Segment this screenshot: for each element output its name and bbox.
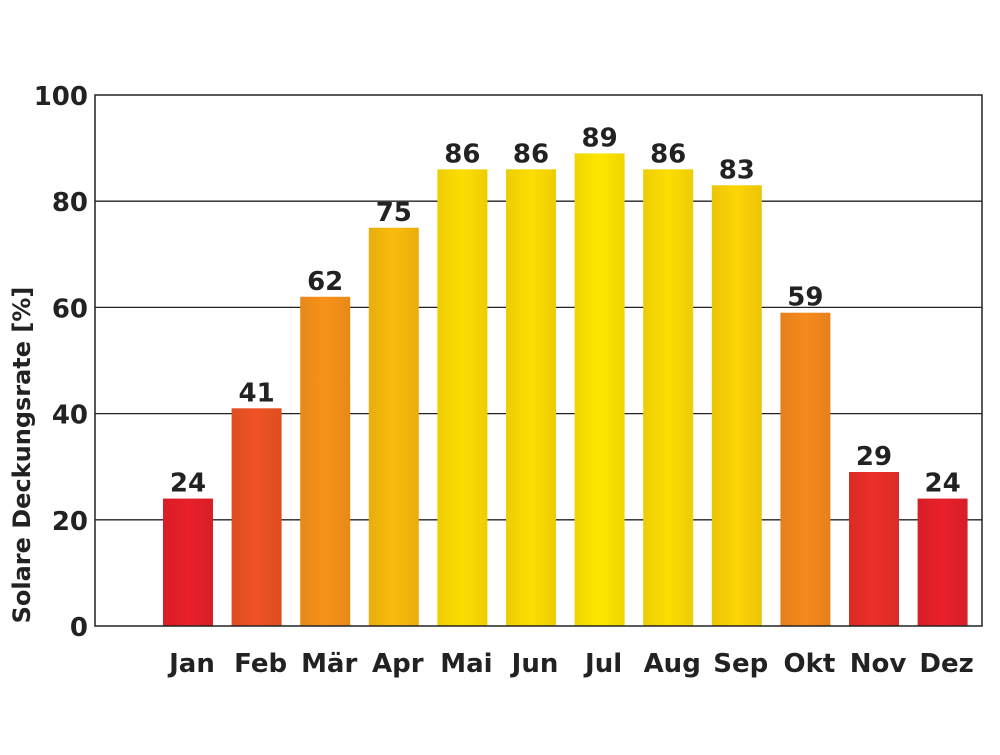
x-tick-label: Jan bbox=[167, 649, 215, 679]
bar-apr bbox=[368, 227, 419, 626]
data-label: 62 bbox=[307, 267, 343, 297]
data-label: 24 bbox=[925, 469, 961, 499]
data-label: 86 bbox=[444, 139, 480, 169]
x-tick-label: Jun bbox=[510, 649, 559, 679]
x-tick-label: Dez bbox=[919, 649, 973, 679]
bar-mär bbox=[300, 296, 351, 626]
data-label: 59 bbox=[787, 283, 823, 313]
x-tick-label: Aug bbox=[644, 649, 701, 679]
bar-jan bbox=[163, 498, 213, 626]
x-tick-label: Feb bbox=[234, 649, 287, 679]
plot-border bbox=[94, 94, 983, 627]
y-tick-label: 60 bbox=[52, 294, 88, 324]
bar-mai bbox=[437, 169, 488, 626]
y-axis-label: Solare Deckungsrate [%] bbox=[8, 287, 36, 624]
data-labels: 24 41 62 75 86 86 89 86 83 59 29 24 bbox=[170, 123, 961, 498]
bar-okt bbox=[780, 312, 831, 626]
x-tick-label: Sep bbox=[713, 649, 768, 679]
x-tick-label: Mai bbox=[440, 649, 492, 679]
plot-frame bbox=[94, 94, 983, 627]
data-label: 83 bbox=[719, 155, 755, 185]
data-label: 41 bbox=[239, 378, 275, 408]
bar-feb bbox=[231, 408, 282, 626]
x-tick-label: Okt bbox=[783, 649, 835, 679]
x-tick-label: Apr bbox=[372, 649, 424, 679]
data-label: 24 bbox=[170, 469, 206, 499]
bar-jun bbox=[506, 169, 556, 626]
data-label: 86 bbox=[513, 139, 549, 169]
data-label: 29 bbox=[856, 442, 892, 472]
y-tick-label: 20 bbox=[52, 507, 88, 537]
bar-dez bbox=[917, 498, 968, 626]
bar-nov bbox=[849, 472, 899, 626]
bar-sep bbox=[711, 185, 762, 626]
x-tick-label: Mär bbox=[301, 649, 357, 679]
data-label: 75 bbox=[376, 198, 412, 228]
y-tick-label: 100 bbox=[34, 82, 88, 112]
y-tick-label: 80 bbox=[52, 188, 88, 218]
data-label: 89 bbox=[582, 123, 618, 153]
bars bbox=[163, 153, 968, 626]
y-tick-label: 0 bbox=[70, 613, 88, 643]
x-axis-ticks: Jan Feb Mär Apr Mai Jun Jul Aug Sep Okt Nov Dez bbox=[167, 649, 974, 679]
bar-aug bbox=[643, 169, 694, 626]
x-tick-label: Jul bbox=[583, 649, 622, 679]
y-tick-label: 40 bbox=[52, 401, 88, 431]
x-tick-label: Nov bbox=[850, 649, 907, 679]
data-label: 86 bbox=[650, 139, 686, 169]
bar-jul bbox=[574, 153, 625, 626]
y-axis-ticks: 0 20 40 60 80 100 bbox=[34, 82, 88, 643]
